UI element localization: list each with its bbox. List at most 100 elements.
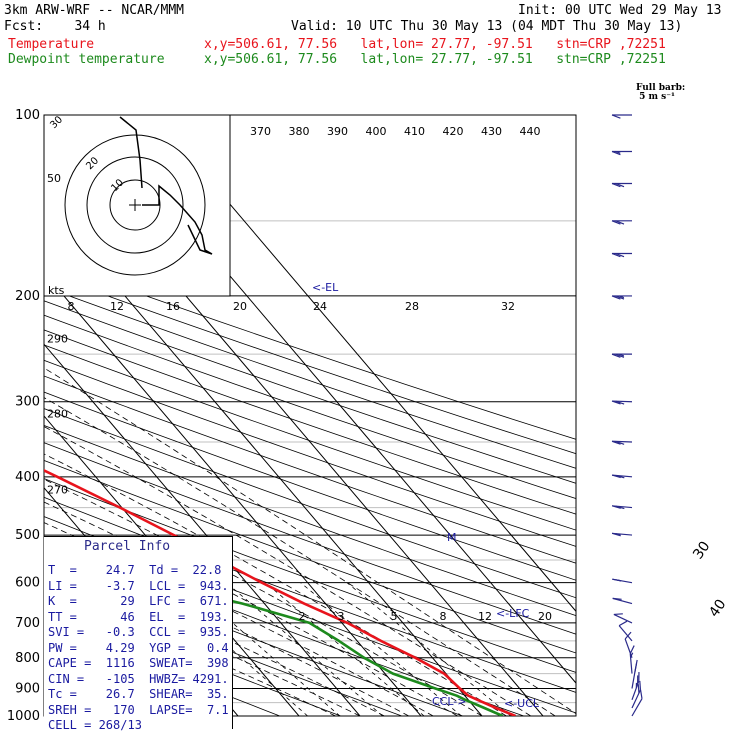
mixing-ratio-label: 20 — [538, 610, 552, 623]
dry-adiabat — [44, 424, 576, 617]
dry-adiabat — [44, 329, 576, 515]
dewpoint-legend: Dewpoint temperature — [8, 52, 165, 67]
temperature-legend: Temperature — [8, 37, 95, 52]
wind-barb-staff — [611, 440, 633, 443]
level-marker-ccl: CCL-> — [432, 695, 466, 708]
parcel-row: SVI = -0.3 CCL = 935. — [48, 625, 229, 639]
pressure-tick-label: 200 — [15, 289, 40, 304]
wind-barb — [611, 505, 633, 510]
level-marker-lcl: <-UCL — [504, 697, 540, 710]
wind-barb-flag — [611, 182, 621, 188]
parcel-row: LI = -3.7 LCL = 943. — [48, 578, 229, 593]
mixing-ratio-label: 3 — [338, 610, 345, 623]
isotherm-line — [153, 115, 576, 613]
dry-adiabat — [44, 459, 576, 654]
hodograph-ring — [86, 156, 184, 254]
dry-adiabat — [44, 442, 576, 635]
isotherm-line — [44, 343, 361, 716]
wind-barb — [612, 597, 633, 605]
wind-barb — [611, 532, 633, 537]
wind-barb — [611, 114, 632, 119]
dry-adiabat — [44, 391, 576, 581]
wind-barb-flag — [634, 663, 638, 673]
wind-barb-flag — [615, 400, 625, 405]
wind-barb-staff — [612, 474, 633, 478]
parcel-row: PW = 4.29 YGP = 0.4 — [48, 640, 229, 655]
level-marker-lfc: <-LFC — [496, 607, 530, 620]
moist-adiabat — [44, 426, 532, 716]
wind-barb-flag — [615, 579, 621, 582]
wind-barb-flag — [615, 295, 625, 300]
hodograph-units-label: kts — [48, 284, 65, 297]
wind-barb-flag — [612, 597, 622, 600]
wind-barb-flag — [639, 689, 643, 699]
wind-barb — [611, 353, 632, 358]
wind-barb-flag — [611, 353, 621, 358]
height-label: 50 — [47, 172, 61, 185]
wind-barb — [611, 150, 632, 156]
pressure-tick-label: 100 — [15, 108, 40, 123]
wind-barb — [631, 680, 642, 709]
wind-barb — [611, 400, 633, 405]
wind-barb-flag — [618, 295, 625, 299]
wind-barb-flag — [615, 533, 621, 536]
wind-barb — [618, 620, 633, 642]
wind-barb — [611, 440, 633, 445]
mixing-ratio-line — [300, 582, 462, 716]
wind-barb-flag — [615, 220, 625, 225]
wind-barb-flag — [611, 295, 621, 300]
parcel-row: Tc = 26.7 SHEAR= 35. — [48, 687, 229, 701]
hodograph-speed-label: 20 — [233, 300, 247, 313]
moist-adiabat — [44, 522, 434, 716]
isotherm-label-right: 40 — [706, 597, 729, 621]
mixing-ratio-line — [346, 582, 512, 716]
hodograph-speed-label: 32 — [501, 300, 515, 313]
parcel-info-title: Parcel Info — [84, 539, 171, 554]
parcel-info-panel: Parcel Info T = 24.7 Td = 22.8 LI = -3.7 … — [44, 536, 233, 732]
wind-barb — [611, 252, 632, 258]
mixing-ratio-label: 2 — [299, 610, 306, 623]
init-time: Init: 00 UTC Wed 29 May 13 — [518, 3, 722, 18]
wind-barb-flag — [615, 474, 625, 479]
wind-barb-flag — [611, 150, 621, 156]
wind-barb-flag — [637, 684, 640, 694]
theta-label: 380 — [289, 125, 310, 138]
level-marker-el: <-EL — [312, 281, 339, 294]
wind-barb-flag — [618, 620, 628, 627]
dry-adiabat — [44, 272, 576, 455]
wind-barb-flag — [611, 505, 621, 509]
hodograph-trace — [142, 184, 213, 255]
temperature-location: x,y=506.61, 77.56 lat,lon= 27.77, -97.51… — [204, 37, 666, 52]
isotherm-label-right: 30 — [690, 539, 713, 563]
hodograph-speed-label: 12 — [110, 300, 124, 313]
height-label: 290 — [47, 332, 68, 345]
valid-time: Valid: 10 UTC Thu 30 May 13 (04 MDT Thu … — [291, 19, 683, 34]
dry-adiabat — [44, 408, 576, 599]
dry-adiabat — [44, 314, 576, 500]
dry-adiabat — [44, 344, 576, 531]
wind-barb-flag — [615, 150, 621, 154]
dry-adiabat — [44, 478, 576, 673]
isotherm-line — [44, 271, 422, 716]
pressure-tick-label: 1000 — [7, 709, 40, 724]
wind-barb-flag — [613, 613, 623, 616]
wind-barb — [631, 689, 643, 717]
wind-barb-flag — [618, 353, 625, 357]
model-title: 3km ARW-WRF -- NCAR/MMM — [4, 3, 185, 18]
theta-label: 400 — [366, 125, 387, 138]
theta-label: 410 — [404, 125, 425, 138]
mixing-ratio-line — [226, 582, 383, 716]
wind-barb-flag — [611, 474, 621, 479]
wind-barb-flag — [611, 440, 621, 445]
parcel-row: TT = 46 EL = 193. — [48, 609, 229, 624]
wind-barb — [613, 613, 633, 624]
wind-barb — [631, 659, 638, 689]
wind-barb-flag — [615, 252, 625, 258]
wind-barb — [629, 645, 635, 674]
mixing-ratio-label: 8 — [440, 610, 447, 623]
full-barb-label: Full barb: 5 m s⁻¹ — [636, 83, 686, 102]
wind-barb — [611, 182, 632, 188]
theta-label: 370 — [250, 125, 271, 138]
hodograph-speed-label: 28 — [405, 300, 419, 313]
